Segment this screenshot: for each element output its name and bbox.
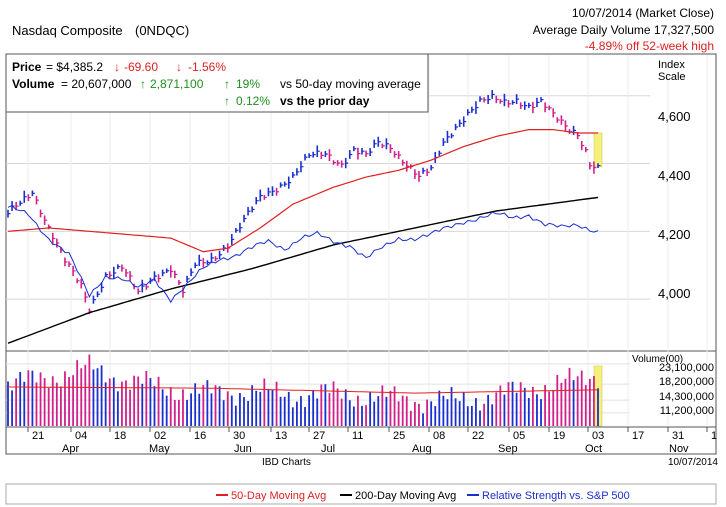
- volume-value: = 20,607,000: [61, 77, 132, 91]
- legend-rs-label: Relative Strength vs. S&P 500: [482, 490, 630, 502]
- vol-pct-prior: 0.12%: [236, 94, 270, 108]
- day-tick: 25: [393, 430, 405, 442]
- rs-line: [7, 205, 599, 304]
- price-down-arrow: ↓: [114, 60, 120, 74]
- header-off-high: -4.89% off 52-week high: [585, 39, 714, 53]
- legend-ma50-label: 50-Day Moving Avg: [231, 490, 326, 502]
- day-tick: 08: [433, 430, 445, 442]
- month-tick: May: [149, 443, 170, 455]
- day-tick: 30: [233, 430, 245, 442]
- price-tick-4200: 4,200: [658, 227, 691, 242]
- chart-title: Nasdaq Composite: [12, 23, 123, 38]
- index-scale-label-1: Index: [658, 59, 685, 71]
- ma50-line: [7, 129, 598, 253]
- day-tick: 05: [513, 430, 525, 442]
- month-tick: Apr: [62, 443, 79, 455]
- volume-tick-18200000: 18,200,000: [659, 376, 714, 388]
- day-tick: 04: [75, 430, 87, 442]
- legend-ma200-label: 200-Day Moving Avg: [355, 490, 456, 502]
- chart-symbol: (0NDQC): [135, 23, 189, 38]
- price-change: -69.60: [124, 60, 158, 74]
- day-tick: 16: [194, 430, 206, 442]
- price-pct-arrow: ↓: [176, 60, 182, 74]
- last-day-price-highlight: [593, 132, 603, 168]
- grid-lines: [6, 55, 708, 426]
- vol-prior-text: vs the prior day: [280, 94, 370, 108]
- volume-change: 2,871,100: [150, 77, 204, 91]
- month-tick: Sep: [498, 443, 518, 455]
- price-tick-4600: 4,600: [658, 109, 691, 124]
- day-tick: 21: [32, 430, 44, 442]
- vol-pct-ma: 19%: [236, 77, 260, 91]
- volume-tick-14300000: 14,300,000: [659, 391, 714, 403]
- footer-credit: IBD Charts: [262, 457, 311, 468]
- month-tick: Jun: [234, 443, 252, 455]
- volume-tick-11200000: 11,200,000: [660, 405, 714, 417]
- footer-date: 10/07/2014: [668, 457, 718, 468]
- month-tick: Nov: [669, 443, 689, 455]
- day-tick: 31: [672, 430, 684, 442]
- legend-panel: [5, 483, 717, 505]
- ma200-line: [7, 196, 599, 344]
- vol-ma-arrow: ↑: [224, 77, 230, 91]
- volume-title: Volume(00): [632, 354, 683, 365]
- header-date: 10/07/2014 (Market Close): [572, 6, 714, 20]
- axis-ticks: [27, 427, 708, 432]
- price-tick-4400: 4,400: [658, 168, 691, 183]
- volume-panel: [5, 350, 717, 428]
- day-tick: 02: [154, 430, 166, 442]
- month-tick: Oct: [585, 443, 602, 455]
- volume-label: Volume: [12, 77, 55, 91]
- volume-up-arrow: ↑: [140, 77, 146, 91]
- day-tick: 11: [352, 430, 363, 442]
- day-tick: 18: [114, 430, 126, 442]
- date-axis-panel: [5, 426, 717, 455]
- month-tick: Jul: [321, 443, 335, 455]
- day-tick: 19: [553, 430, 565, 442]
- day-tick: 1: [711, 430, 717, 442]
- price-bars: [7, 90, 601, 315]
- price-value: = $4,385.2: [46, 60, 103, 74]
- index-scale-label-2: Scale: [658, 71, 686, 83]
- price-tick-4000: 4,000: [658, 286, 691, 301]
- price-pct: -1.56%: [188, 60, 226, 74]
- volume-tick-23100000: 23,100,000: [659, 362, 714, 374]
- vol-ma-text: vs 50-day moving average: [280, 77, 421, 91]
- day-tick: 22: [472, 430, 484, 442]
- month-tick: Aug: [412, 443, 432, 455]
- day-tick: 27: [313, 430, 325, 442]
- day-tick: 17: [632, 430, 644, 442]
- vol-prior-arrow: ↑: [224, 94, 230, 108]
- stats-box: [5, 53, 429, 113]
- header-avg-volume: Average Daily Volume 17,327,500: [533, 23, 715, 37]
- day-tick: 03: [592, 430, 604, 442]
- price-label: Price: [12, 60, 42, 74]
- day-tick: 13: [275, 430, 287, 442]
- volume-ma-line: [7, 386, 599, 394]
